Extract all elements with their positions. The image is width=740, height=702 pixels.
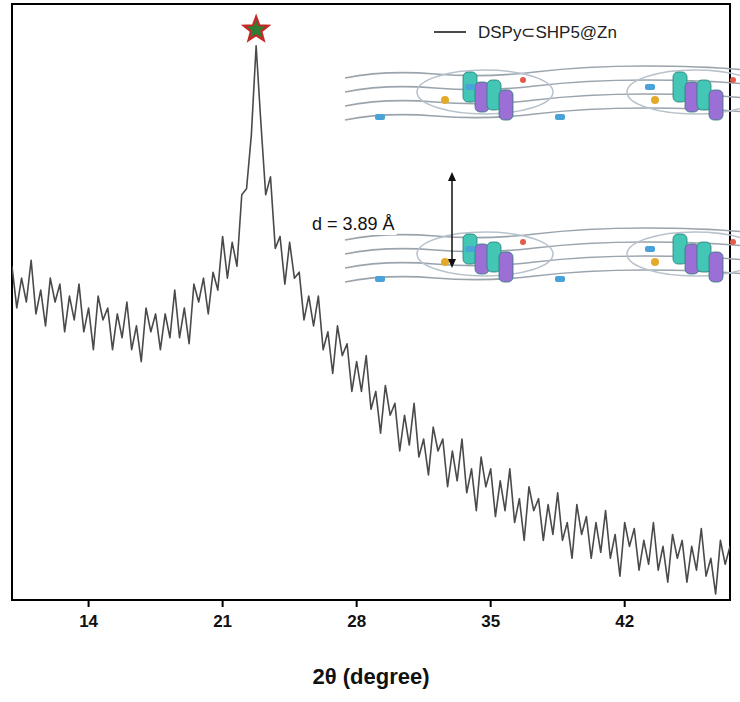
ring [417,70,553,114]
pyridine-unit [375,276,385,282]
x-tick-label: 35 [481,612,500,631]
x-tick [356,600,358,607]
x-axis-title: 2θ (degree) [312,664,429,689]
pyridine-unit [555,276,565,282]
macrocycle-unit [499,252,513,282]
x-tick [88,600,90,607]
x-tick-label: 14 [79,612,98,631]
chart: 14 21 28 35 42 2θ (degree) DSPy⊂SHP5@Zn d = 3.8… [0,0,740,702]
plot-area [12,46,730,594]
pyridine-unit [555,114,565,120]
x-tick-label: 28 [347,612,366,631]
guest-dot [651,96,659,104]
x-tick-label: 21 [213,612,232,631]
label-patch [310,213,397,235]
macrocycle-unit [499,90,513,120]
x-tick-label: 42 [615,612,634,631]
d-arrow-head [448,259,456,268]
guest-dot [651,258,659,266]
guest-dot [730,77,736,83]
legend-swatch [434,31,466,33]
stacking-cartoon [345,66,740,282]
x-tick [222,600,224,607]
x-tick [624,600,626,607]
pyridine-unit [465,84,475,90]
pyridine-unit [645,246,655,252]
d-arrow [451,178,453,262]
d-arrow-head [448,172,456,181]
xrd-line [12,46,730,594]
guest-dot [441,96,449,104]
legend-label: DSPy⊂SHP5@Zn [478,23,617,42]
ring [417,232,553,276]
d-spacing-label: d = 3.89 Å [312,214,395,234]
pyridine-unit [465,246,475,252]
guest-dot [441,258,449,266]
macrocycle-unit [709,90,723,120]
x-tick [490,600,492,607]
plot-frame [12,4,730,600]
peak-star [244,17,269,41]
pyridine-unit [375,114,385,120]
macrocycle-unit [709,252,723,282]
legend: DSPy⊂SHP5@Zn [434,23,617,42]
guest-dot [520,239,526,245]
pyridine-unit [645,84,655,90]
guest-dot [730,239,736,245]
guest-dot [520,77,526,83]
